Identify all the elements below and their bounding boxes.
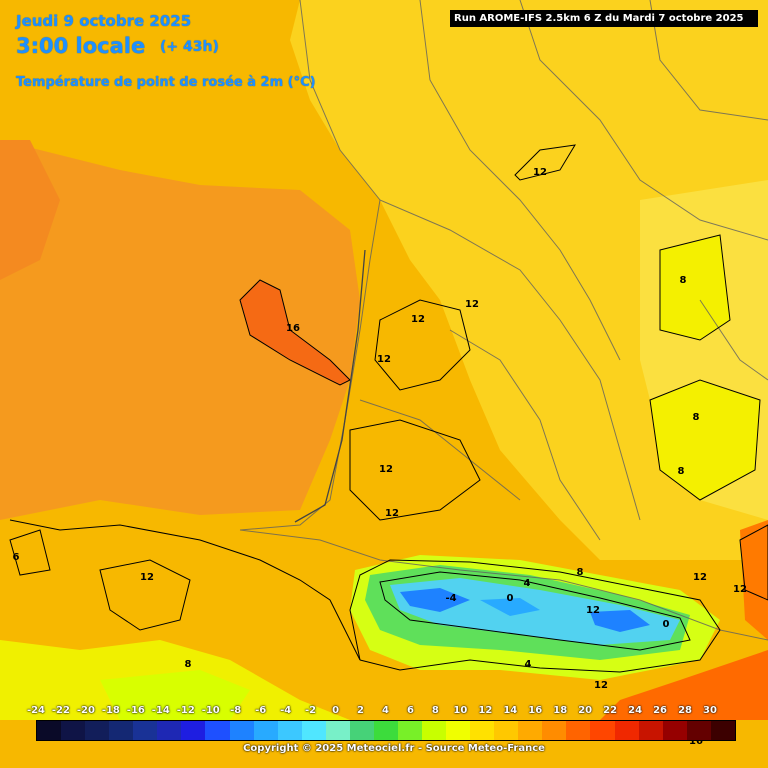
contour-label: 4 (524, 578, 531, 589)
contour-label: 12 (385, 508, 399, 519)
color-legend (36, 720, 736, 741)
legend-tick-label: -4 (280, 705, 292, 716)
legend-tick-label: -8 (230, 705, 242, 716)
forecast-time: 3:00 locale (16, 34, 146, 58)
legend-swatch (277, 721, 302, 740)
legend-swatch (85, 721, 110, 740)
contour-label: 8 (680, 275, 687, 286)
legend-tick-label: -16 (126, 705, 145, 716)
contour-label: 12 (586, 605, 600, 616)
lead-time: (+ 43h) (160, 39, 219, 55)
legend-tick-label: 22 (603, 705, 618, 716)
legend-swatch (205, 721, 230, 740)
contour-label: 12 (533, 167, 547, 178)
legend-swatch (37, 721, 62, 740)
contour-label: 16 (689, 736, 703, 747)
legend-swatch (397, 721, 422, 740)
legend-tick-label: 30 (703, 705, 717, 716)
contour-label: 16 (286, 323, 300, 334)
contour-label: 0 (663, 619, 670, 630)
legend-swatch (349, 721, 374, 740)
legend-tick-label: 28 (678, 705, 692, 716)
legend-swatch (181, 721, 206, 740)
contour-label: 12 (377, 354, 391, 365)
legend-tick-label: -10 (201, 705, 220, 716)
legend-tick-label: 8 (431, 705, 439, 716)
legend-swatch (253, 721, 278, 740)
legend-swatch (61, 721, 86, 740)
parameter-title: Température de point de rosée à 2m (°C) (16, 75, 316, 90)
legend-swatch (614, 721, 639, 740)
legend-tick-label: 24 (628, 705, 643, 716)
legend-tick-label: 10 (453, 705, 468, 716)
legend-swatch (446, 721, 471, 740)
legend-swatch (229, 721, 254, 740)
legend-tick-label: 12 (478, 705, 493, 716)
legend-tick-label: 20 (578, 705, 593, 716)
contour-label: 4 (525, 659, 532, 670)
legend-swatch (638, 721, 663, 740)
run-label: Run AROME-IFS 2.5km 6 Z du Mardi 7 octob… (450, 10, 758, 27)
copyright-text: Copyright © 2025 Meteociel.fr - Source M… (243, 743, 545, 754)
legend-tick-label: 14 (503, 705, 518, 716)
legend-swatch (301, 721, 326, 740)
contour-label: 12 (140, 572, 154, 583)
contour-label: 12 (733, 584, 747, 595)
contour-label: 8 (577, 567, 584, 578)
legend-swatch (518, 721, 543, 740)
legend-tick-label: 4 (381, 705, 389, 716)
legend-ticks: -24 -22 -20 -18 -16 -14 -12 -10 -8 -6 -4 -2 0 2 4 6 8 10 1… (0, 705, 768, 719)
legend-tick-label: -22 (51, 705, 70, 716)
legend-swatch (494, 721, 519, 740)
legend-tick-label: -24 (26, 705, 46, 716)
legend-tick-label: 26 (653, 705, 668, 716)
contour-label: 8 (185, 659, 192, 670)
legend-swatch (662, 721, 687, 740)
contour-label: 12 (379, 464, 393, 475)
legend-tick-label: 2 (357, 705, 364, 716)
contour-label: -4 (445, 593, 456, 604)
legend-tick-label: -12 (176, 705, 195, 716)
forecast-date: Jeudi 9 octobre 2025 (16, 12, 192, 30)
contour-label: 8 (693, 412, 700, 423)
legend-tick-label: -6 (255, 705, 267, 716)
legend-tick-label: -20 (76, 705, 95, 716)
legend-tick-label: 6 (406, 705, 414, 716)
legend-swatch (542, 721, 567, 740)
legend-tick-label: -2 (305, 705, 317, 716)
legend-swatch (710, 721, 735, 740)
contour-label: 8 (678, 466, 685, 477)
legend-tick-label: -18 (101, 705, 120, 716)
contour-label: 12 (465, 299, 479, 310)
legend-swatch (133, 721, 158, 740)
legend-tick-label: 18 (553, 705, 568, 716)
legend-swatch (157, 721, 182, 740)
contour-label: 12 (693, 572, 707, 583)
legend-tick-label: 0 (332, 705, 340, 716)
legend-swatch (422, 721, 447, 740)
contour-label: 6 (13, 552, 20, 563)
contour-label: 0 (507, 593, 514, 604)
legend-swatch (470, 721, 495, 740)
contour-label: 12 (411, 314, 425, 325)
legend-tick-label: 16 (528, 705, 543, 716)
legend-swatch (325, 721, 350, 740)
legend-swatch (590, 721, 615, 740)
legend-swatch (686, 721, 711, 740)
contour-label: 12 (594, 680, 608, 691)
legend-swatch (373, 721, 398, 740)
legend-swatch (109, 721, 134, 740)
legend-tick-label: -14 (151, 705, 170, 716)
legend-swatch (566, 721, 591, 740)
